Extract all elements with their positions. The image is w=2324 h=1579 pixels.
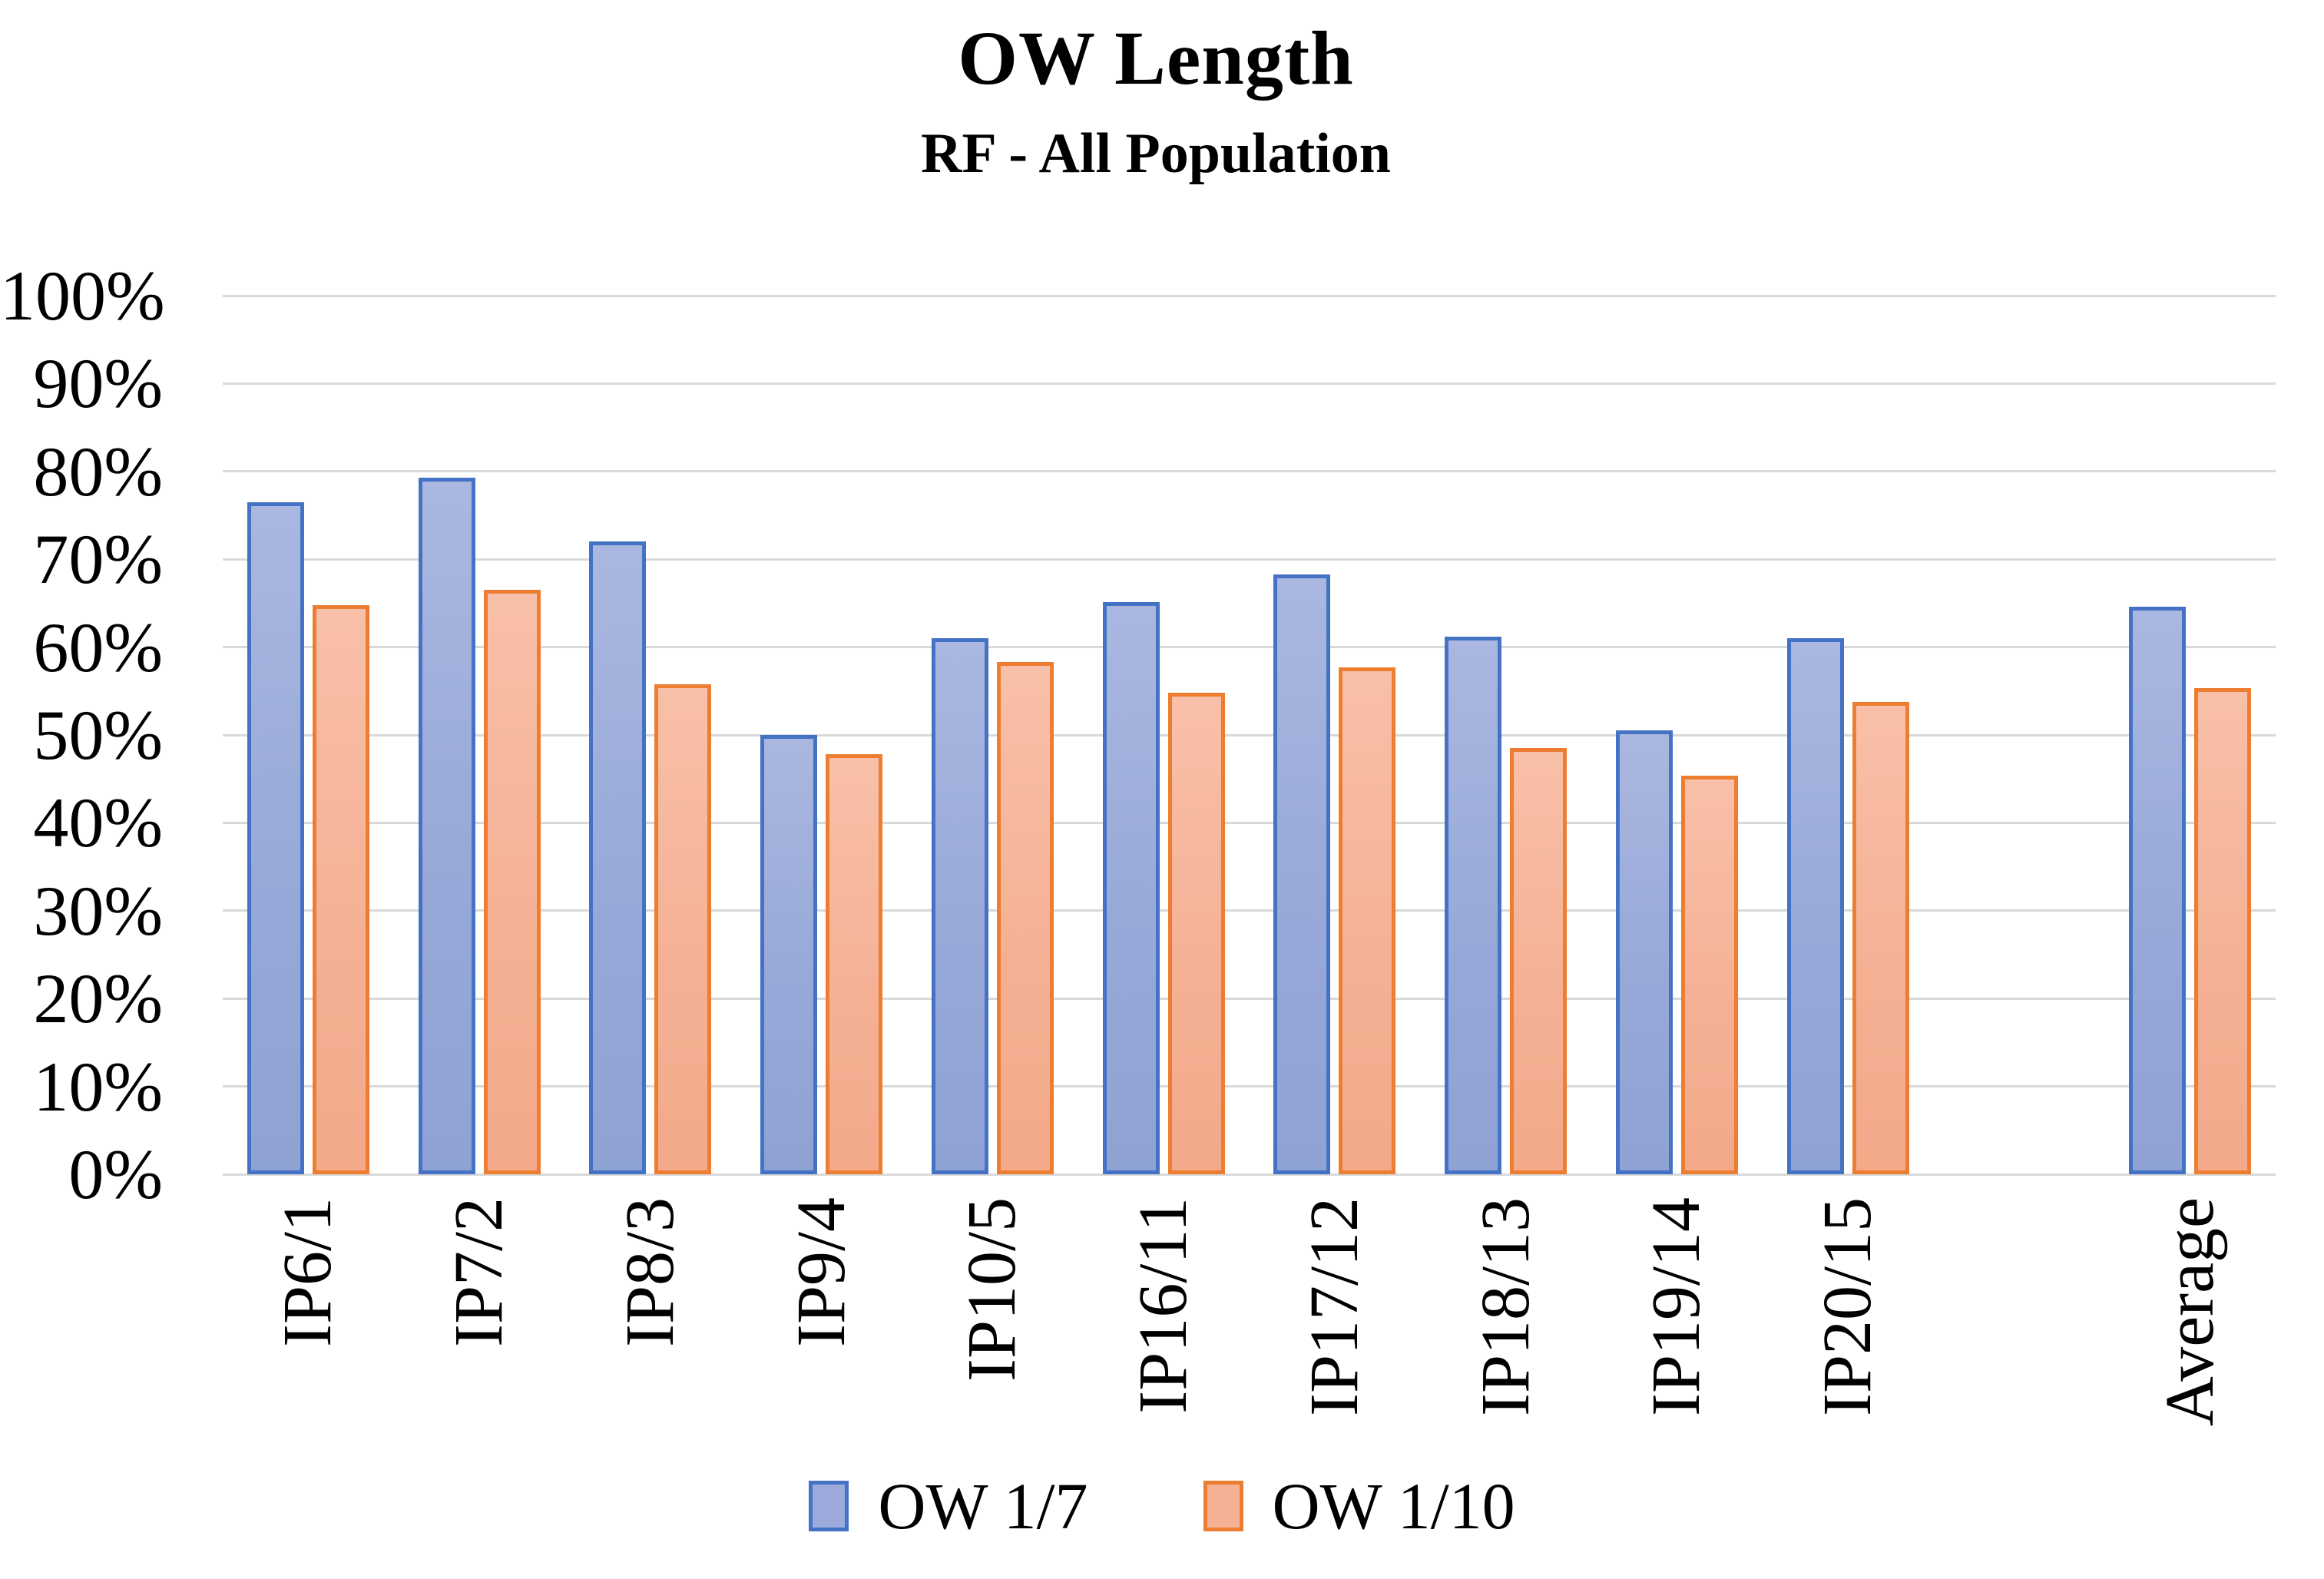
bar-ow-1-10-Average xyxy=(2194,688,2252,1174)
y-axis-tick-label: 100% xyxy=(0,257,165,335)
bar-ow-1-7-IP16-11 xyxy=(1102,602,1160,1174)
bar-ow-1-10-IP10-5 xyxy=(996,662,1054,1174)
y-axis-tick-label: 70% xyxy=(33,520,163,599)
x-axis-category-label: IP9/4 xyxy=(783,1197,859,1348)
bar-ow-1-7-IP10-5 xyxy=(931,638,988,1174)
chart-title: OW Length xyxy=(958,15,1354,101)
gridline-70% xyxy=(223,558,2276,561)
bar-ow-1-7-IP8-3 xyxy=(589,541,647,1174)
bar-ow-1-7-IP7-2 xyxy=(418,477,475,1174)
legend-label: OW 1/7 xyxy=(878,1469,1088,1543)
legend-swatch-icon xyxy=(1203,1481,1243,1531)
x-axis-category-label: IP6/1 xyxy=(270,1197,346,1348)
x-axis-category-label: Average xyxy=(2151,1197,2228,1427)
x-axis-category-label: IP18/13 xyxy=(1467,1197,1544,1417)
bar-ow-1-10-IP6-1 xyxy=(312,604,369,1174)
bar-ow-1-7-IP19-14 xyxy=(1615,730,1673,1174)
chart-subtitle: RF - All Population xyxy=(921,122,1391,185)
x-axis-category-label: IP8/3 xyxy=(611,1197,688,1348)
bar-ow-1-10-IP8-3 xyxy=(654,684,712,1174)
y-axis-tick-label: 10% xyxy=(33,1047,163,1126)
bar-ow-1-7-IP18-13 xyxy=(1445,636,1502,1174)
x-axis-category-label: IP19/14 xyxy=(1638,1197,1715,1417)
y-axis-tick-label: 90% xyxy=(33,344,163,423)
y-axis-tick-label: 50% xyxy=(33,696,163,774)
bar-ow-1-7-IP20-15 xyxy=(1786,638,1844,1174)
gridline-10% xyxy=(223,1085,2276,1088)
gridline-30% xyxy=(223,909,2276,912)
bar-ow-1-10-IP19-14 xyxy=(1680,775,1738,1174)
gridline-0% xyxy=(223,1173,2276,1176)
legend-item-ow-1-7: OW 1/7 xyxy=(809,1473,1088,1539)
legend-label: OW 1/10 xyxy=(1272,1469,1515,1543)
legend-item-ow-1-10: OW 1/10 xyxy=(1203,1473,1515,1539)
bar-ow-1-10-IP7-2 xyxy=(483,590,541,1174)
gridline-90% xyxy=(223,382,2276,385)
bar-ow-1-10-IP18-13 xyxy=(1510,748,1568,1174)
x-axis-category-label: IP17/12 xyxy=(1296,1197,1372,1417)
x-axis-category-label: IP7/2 xyxy=(441,1197,518,1348)
bar-ow-1-10-IP9-4 xyxy=(826,754,883,1174)
bar-ow-1-10-IP16-11 xyxy=(1167,693,1225,1174)
gridline-80% xyxy=(223,470,2276,473)
y-axis-tick-label: 40% xyxy=(33,783,163,862)
gridline-60% xyxy=(223,646,2276,649)
bar-ow-1-7-IP6-1 xyxy=(247,502,304,1174)
bar-ow-1-10-IP20-15 xyxy=(1852,701,1909,1174)
legend-swatch-icon xyxy=(809,1481,849,1531)
gridline-50% xyxy=(223,733,2276,737)
gridline-100% xyxy=(223,294,2276,297)
bar-ow-1-10-IP17-12 xyxy=(1339,667,1396,1174)
y-axis-tick-label: 20% xyxy=(33,959,163,1038)
gridline-20% xyxy=(223,997,2276,1000)
y-axis-tick-label: 80% xyxy=(33,432,163,511)
y-axis-tick-label: 60% xyxy=(33,607,163,687)
y-axis-tick-label: 30% xyxy=(33,871,163,950)
bar-ow-1-7-Average xyxy=(2129,606,2187,1174)
x-axis-category-label: IP10/5 xyxy=(954,1197,1031,1382)
x-axis-category-label: IP16/11 xyxy=(1125,1197,1202,1414)
bar-ow-1-7-IP17-12 xyxy=(1273,574,1331,1174)
y-axis-tick-label: 0% xyxy=(68,1135,163,1213)
legend: OW 1/7 OW 1/10 xyxy=(0,1473,2324,1539)
bar-ow-1-7-IP9-4 xyxy=(760,735,818,1174)
gridline-40% xyxy=(223,821,2276,824)
x-axis-category-label: IP20/15 xyxy=(1809,1197,1886,1417)
